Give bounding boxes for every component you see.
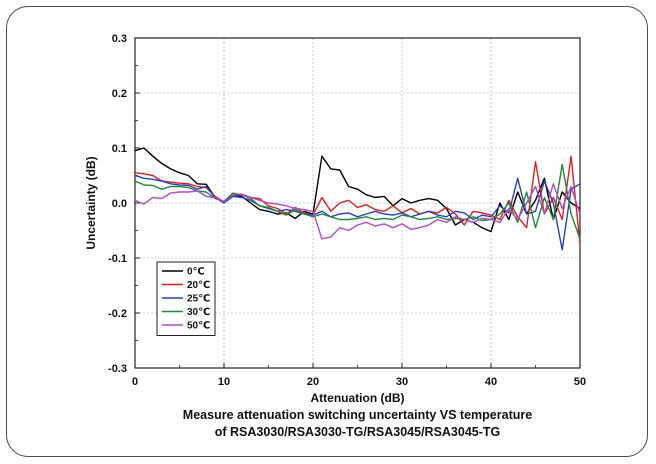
x-tick-label: 20 (307, 376, 319, 388)
series-lines (134, 147, 581, 251)
chart-caption-line-1: Measure attenuation switching uncertaint… (183, 408, 532, 422)
series-line-2 (134, 174, 581, 251)
y-tick-label: 0.2 (112, 88, 127, 100)
y-tick-label: 0.3 (112, 33, 127, 45)
y-axis-title: Uncertainty (dB) (84, 156, 98, 249)
x-axis-title: Attenuation (dB) (311, 391, 405, 405)
x-tick-label: 0 (132, 376, 138, 388)
y-tick-label: -0.2 (108, 308, 127, 320)
legend-label-0: 0℃ (187, 267, 205, 278)
x-tick-label: 10 (218, 376, 230, 388)
legend-label-3: 30℃ (187, 307, 210, 318)
y-tick-label: 0.0 (112, 198, 127, 210)
y-tick-label: 0.1 (112, 143, 127, 155)
legend-label-2: 25℃ (187, 294, 210, 305)
legend-label-4: 50℃ (187, 321, 210, 332)
legend-label-1: 20℃ (187, 280, 210, 291)
x-tick-labels: 0 10 20 30 40 50 (132, 376, 586, 388)
x-tick-label: 40 (485, 376, 497, 388)
y-tick-label: -0.1 (108, 253, 127, 265)
chart-caption-line-2: of RSA3030/RSA3030-TG/RSA3045/RSA3045-TG (215, 425, 501, 439)
chart-frame (6, 6, 648, 457)
series-line-4 (134, 183, 581, 240)
axis-ticks (134, 37, 581, 369)
x-tick-label: 30 (396, 376, 408, 388)
legend: 0℃ 20℃ 25℃ 30℃ 50℃ (156, 261, 216, 336)
y-tick-label: -0.3 (108, 363, 127, 375)
x-tick-label: 50 (574, 376, 586, 388)
series-line-3 (134, 163, 581, 240)
y-tick-labels: 0.3 0.2 0.1 0.0 -0.1 -0.2 -0.3 (108, 33, 127, 375)
series-line-1 (134, 155, 581, 245)
